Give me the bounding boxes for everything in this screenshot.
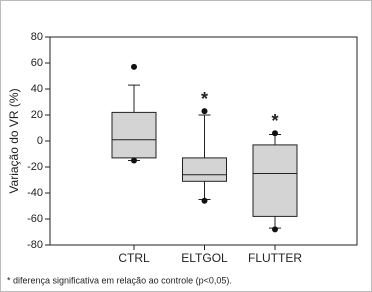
y-tick-label: 20	[31, 109, 43, 121]
y-tick-label: 60	[31, 57, 43, 69]
outlier	[272, 226, 278, 233]
box	[182, 157, 227, 182]
x-tick-label: FLUTTER	[248, 251, 302, 265]
y-tick-label: 80	[31, 31, 43, 43]
y-tick-label: -80	[27, 239, 43, 251]
y-tick-label: -20	[27, 161, 43, 173]
outlier	[201, 197, 208, 204]
y-tick-label: -40	[27, 187, 43, 199]
outlier	[272, 130, 278, 137]
significance-marker: *	[271, 111, 278, 131]
footnote: * diferença significativa em relação ao …	[7, 275, 232, 285]
y-tick-label: 40	[31, 83, 43, 95]
significance-marker: *	[201, 89, 208, 109]
outlier	[131, 63, 137, 70]
outlier	[201, 108, 208, 115]
outlier	[131, 157, 137, 164]
y-tick-label: -60	[27, 213, 43, 225]
box	[111, 111, 157, 159]
x-tick-label: CTRL	[118, 251, 150, 265]
x-tick-label: ELTGOL	[181, 251, 228, 265]
y-tick-label: 0	[37, 135, 43, 147]
box	[252, 144, 298, 217]
y-axis-label: Variação do VR (%)	[7, 88, 21, 193]
